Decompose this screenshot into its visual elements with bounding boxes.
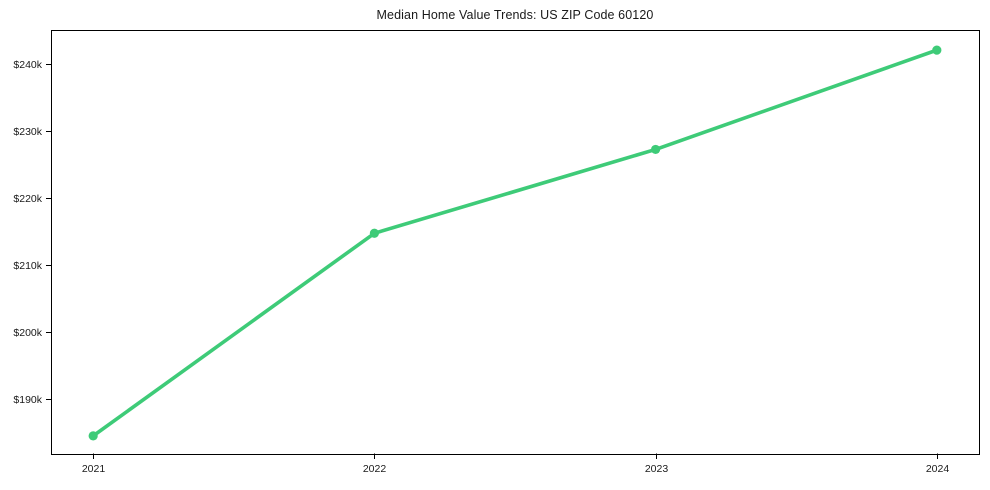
data-point	[88, 431, 98, 441]
chart-title: Median Home Value Trends: US ZIP Code 60…	[376, 8, 654, 22]
y-tick-label: $230k	[13, 126, 42, 138]
y-tick-label: $200k	[13, 327, 42, 339]
y-tick-label: $190k	[13, 394, 42, 406]
x-tick-label: 2024	[926, 463, 950, 475]
chart-line	[91, 48, 939, 438]
data-point	[932, 45, 942, 55]
x-tick-label: 2021	[82, 463, 106, 475]
x-tick-label: 2022	[363, 463, 387, 475]
data-point	[651, 144, 661, 155]
data-point	[369, 228, 379, 238]
plot-border	[51, 30, 980, 455]
y-tick-label: $240k	[13, 59, 42, 71]
x-tick-label: 2023	[645, 463, 669, 475]
y-tick-label: $220k	[13, 193, 42, 205]
y-tick-label: $210k	[13, 260, 42, 272]
